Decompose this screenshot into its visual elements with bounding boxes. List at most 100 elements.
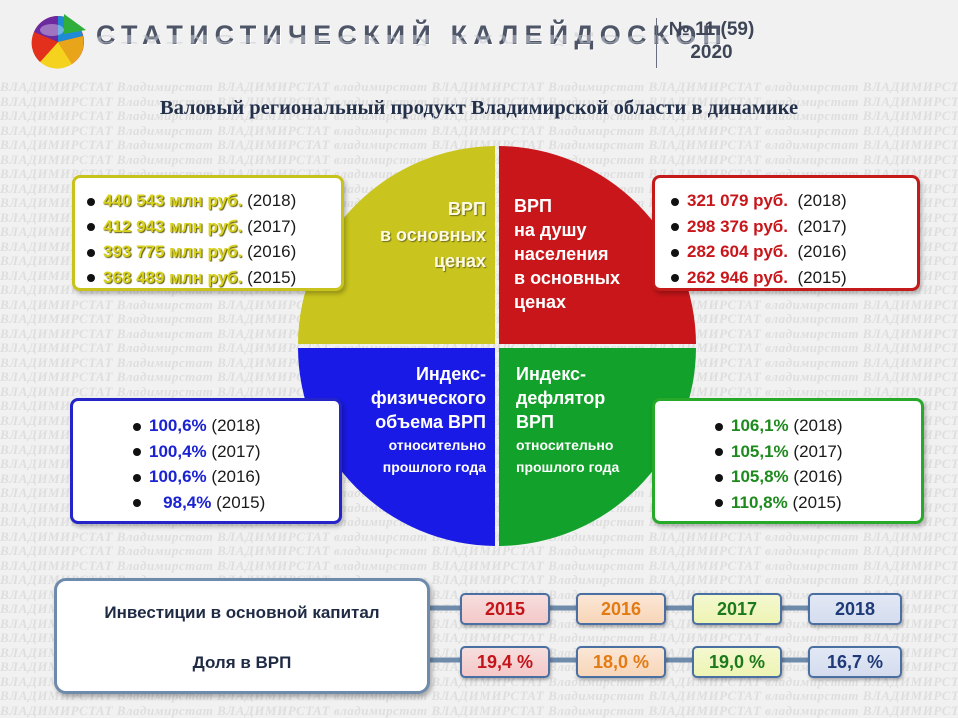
year-label: (2017)	[247, 216, 297, 236]
bullet-icon	[715, 422, 723, 431]
bullet-icon	[87, 223, 95, 232]
year-2017-pill: 2017	[692, 593, 782, 625]
bullet-icon	[715, 448, 723, 457]
quadrant-label-line: ценах	[514, 292, 566, 312]
bullet-icon	[671, 248, 679, 257]
quadrant-label-grp: ВРП в основных ценах	[320, 196, 486, 274]
list-item: 100,6% (2016)	[133, 464, 339, 490]
per-capita-value: 262 946 руб.	[687, 267, 789, 287]
year-label: (2018)	[797, 191, 847, 210]
quadrant-sublabel-line: относительно	[516, 437, 614, 453]
year-2018-pill: 2018	[808, 593, 902, 625]
year-label: (2015)	[792, 492, 842, 512]
share-label: Доля в ВРП	[192, 653, 292, 672]
list-item: 100,6% (2018)	[133, 413, 339, 439]
per-capita-value: 321 079 руб.	[687, 191, 789, 210]
quadrant-top-right	[499, 146, 696, 344]
watermark-row: ВЛАДИМИРСТАТ Владимирстат ВЛАДИМИРСТАТ в…	[0, 340, 958, 355]
grp-total-box: 440 543 млн руб. (2018) 412 943 млн руб.…	[72, 175, 344, 291]
year-label: (2016)	[797, 242, 847, 261]
quadrant-label-line: ВРП	[448, 199, 486, 219]
issue-number: № 11 (59)	[668, 19, 755, 40]
volume-index-value: 98,4%	[163, 492, 212, 512]
list-item: 106,1% (2018)	[715, 413, 921, 439]
watermark-row: ВЛАДИМИРСТАТ Владимирстат ВЛАДИМИРСТАТ в…	[0, 108, 958, 123]
quadrant-label-line: объема ВРП	[375, 412, 486, 432]
share-2015-pill: 19,4 %	[460, 646, 550, 678]
quadrant-label-line: ценах	[434, 251, 486, 271]
header-title-reflection: СТАТИСТИЧЕСКИЙ КАЛЕЙДОСКОП	[96, 32, 729, 47]
volume-index-box: 100,6% (2018) 100,4% (2017) 100,6% (2016…	[70, 398, 342, 524]
year-label: (2017)	[793, 441, 843, 461]
quadrant-sublabel-line: прошлого года	[382, 459, 486, 475]
quadrant-label-line: ВРП	[516, 412, 554, 432]
grp-quadrant-wheel	[298, 146, 696, 546]
list-item: 298 376 руб. (2017)	[671, 214, 917, 240]
quadrant-label-line: ВРП	[514, 196, 552, 216]
year-label: (2015)	[247, 267, 297, 287]
deflator-index-value: 110,8%	[731, 492, 788, 512]
year-label: (2017)	[797, 216, 847, 236]
year-2015-pill: 2015	[460, 593, 550, 625]
quadrant-sublabel-line: прошлого года	[516, 459, 620, 475]
issue-year: 2020	[690, 42, 733, 63]
bullet-icon	[715, 473, 723, 482]
bullet-icon	[133, 422, 141, 431]
grp-value: 368 489 млн руб.	[103, 267, 243, 287]
year-label: (2018)	[211, 416, 261, 435]
investment-label: Инвестиции в основной капитал	[104, 603, 380, 622]
deflator-index-value: 105,8%	[731, 467, 789, 486]
list-item: 105,1% (2017)	[715, 439, 921, 465]
watermark-row: ВЛАДИМИРСТАТ Владимирстат ВЛАДИМИРСТАТ в…	[0, 557, 958, 573]
year-label: (2018)	[247, 191, 297, 210]
quadrant-top-left	[298, 146, 495, 344]
list-item: 440 543 млн руб. (2018)	[87, 188, 341, 214]
volume-index-value: 100,6%	[149, 467, 207, 486]
grp-value: 440 543 млн руб.	[103, 191, 243, 210]
per-capita-value: 298 376 руб.	[687, 216, 789, 236]
deflator-index-box: 106,1% (2018) 105,1% (2017) 105,8% (2016…	[652, 398, 924, 524]
bullet-icon	[133, 499, 141, 508]
bullet-icon	[671, 223, 679, 232]
issue-box: № 11 (59) 2020	[656, 18, 766, 68]
investment-label-box: Инвестиции в основной капитал Доля в ВРП	[54, 578, 430, 694]
share-2018-pill: 16,7 %	[808, 646, 902, 678]
share-2017-pill: 19,0 %	[692, 646, 782, 678]
watermark-row: ВЛАДИМИРСТАТ Владимирстат ВЛАДИМИРСТАТ в…	[0, 80, 958, 94]
year-label: (2016)	[247, 242, 297, 261]
bullet-icon	[87, 197, 95, 206]
share-2016-pill: 18,0 %	[576, 646, 666, 678]
watermark-row: ВЛАДИМИРСТАТ Владимирстат ВЛАДИМИРСТАТ в…	[0, 137, 958, 152]
list-item: 393 775 млн руб. (2016)	[87, 239, 341, 265]
bullet-icon	[715, 499, 723, 508]
quadrant-label-line: дефлятор	[516, 388, 606, 408]
list-item: 262 946 руб. (2015)	[671, 265, 917, 291]
list-item: 98,4% (2015)	[133, 490, 339, 516]
quadrant-label-volume-index: Индекс- физического объема ВРП относител…	[320, 362, 486, 478]
header-title: СТАТИСТИЧЕСКИЙ КАЛЕЙДОСКОП СТАТИСТИЧЕСКИ…	[96, 20, 728, 60]
volume-index-value: 100,4%	[149, 441, 207, 461]
pie-chart-logo-icon	[31, 14, 86, 69]
quadrant-label-line: в основных	[379, 225, 486, 245]
volume-index-value: 100,6%	[149, 416, 207, 435]
list-item: 105,8% (2016)	[715, 464, 921, 490]
quadrant-label-deflator-index: Индекс- дефлятор ВРП относительно прошло…	[516, 362, 686, 478]
year-2016-pill: 2016	[576, 593, 666, 625]
grp-per-capita-box: 321 079 руб. (2018) 298 376 руб. (2017) …	[652, 175, 920, 291]
per-capita-value: 282 604 руб.	[687, 242, 789, 261]
quadrant-bottom-right	[499, 348, 696, 546]
list-item: 100,4% (2017)	[133, 439, 339, 465]
quadrant-label-line: населения	[514, 244, 609, 264]
quadrant-label-line: на душу	[514, 220, 587, 240]
deflator-index-value: 106,1%	[731, 416, 789, 435]
grp-value: 393 775 млн руб.	[103, 242, 243, 261]
quadrant-sublabel-line: относительно	[388, 437, 486, 453]
year-label: (2016)	[211, 467, 261, 486]
year-label: (2015)	[797, 267, 847, 287]
list-item: 321 079 руб. (2018)	[671, 188, 917, 214]
bullet-icon	[133, 473, 141, 482]
quadrant-bottom-left	[298, 348, 495, 546]
bullet-icon	[87, 248, 95, 257]
page-title: Валовый региональный продукт Владимирско…	[159, 97, 799, 119]
watermark-row: ВЛАДИМИРСТАТ Владимирстат ВЛАДИМИРСТАТ в…	[0, 122, 958, 138]
